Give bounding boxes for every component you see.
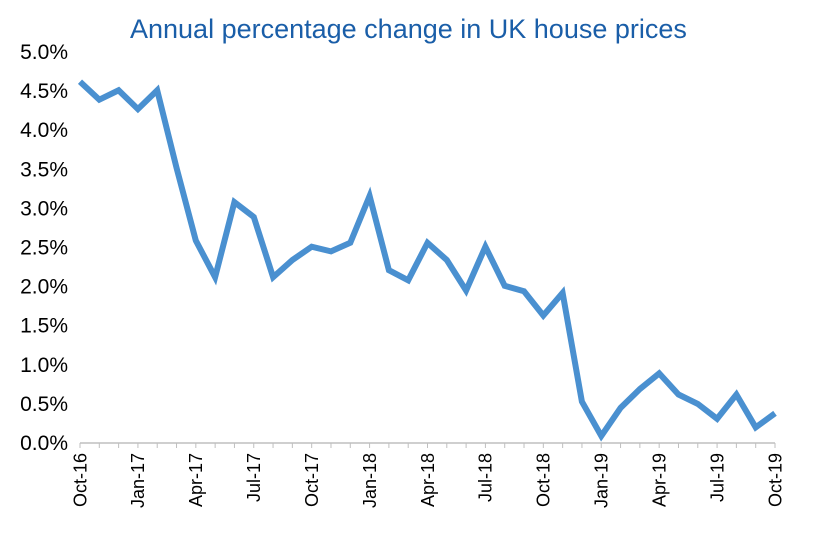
x-tick-label: Apr-17 — [186, 453, 206, 507]
y-tick-label: 1.5% — [20, 315, 68, 338]
y-tick-label: 3.0% — [20, 197, 68, 220]
x-tick-label: Oct-17 — [302, 453, 322, 507]
x-tick-label: Oct-16 — [70, 453, 90, 507]
x-tick-label: Apr-19 — [649, 453, 669, 507]
x-tick-label: Jul-17 — [244, 453, 264, 502]
plot-area — [77, 79, 777, 442]
y-tick-label: 2.0% — [20, 276, 68, 299]
x-tick-label: Apr-18 — [418, 453, 438, 507]
y-tick-label: 0.5% — [20, 393, 68, 416]
y-tick-label: 1.0% — [20, 354, 68, 377]
x-tick-label: Oct-19 — [765, 453, 785, 507]
y-tick-label: 3.5% — [20, 158, 68, 181]
x-axis — [79, 442, 776, 448]
x-tick-label: Oct-18 — [534, 453, 554, 507]
x-tick-label: Jan-17 — [128, 453, 148, 508]
x-tick-label: Jan-19 — [592, 453, 612, 508]
series-line — [77, 79, 777, 442]
y-axis-ticks: 0.0% 0.5% 1.0% 1.5% 2.0% 2.5% 3.0% 3.5% 4.0% 4.5%… — [20, 41, 68, 455]
y-tick-label: 5.0% — [20, 41, 68, 64]
x-axis-ticks: Oct-16 Jan-17 Apr-17 Jul-17 Oct-17 Jan-18 Apr-… — [70, 453, 785, 508]
y-tick-label: 2.5% — [20, 237, 68, 260]
x-tick-label: Jul-18 — [476, 453, 496, 502]
y-tick-label: 0.0% — [20, 432, 68, 455]
x-tick-label: Jan-18 — [360, 453, 380, 508]
y-tick-label: 4.5% — [20, 80, 68, 103]
x-tick-label: Jul-19 — [707, 453, 727, 502]
y-tick-label: 4.0% — [20, 119, 68, 142]
chart-title: Annual percentage change in UK house pri… — [130, 14, 687, 44]
